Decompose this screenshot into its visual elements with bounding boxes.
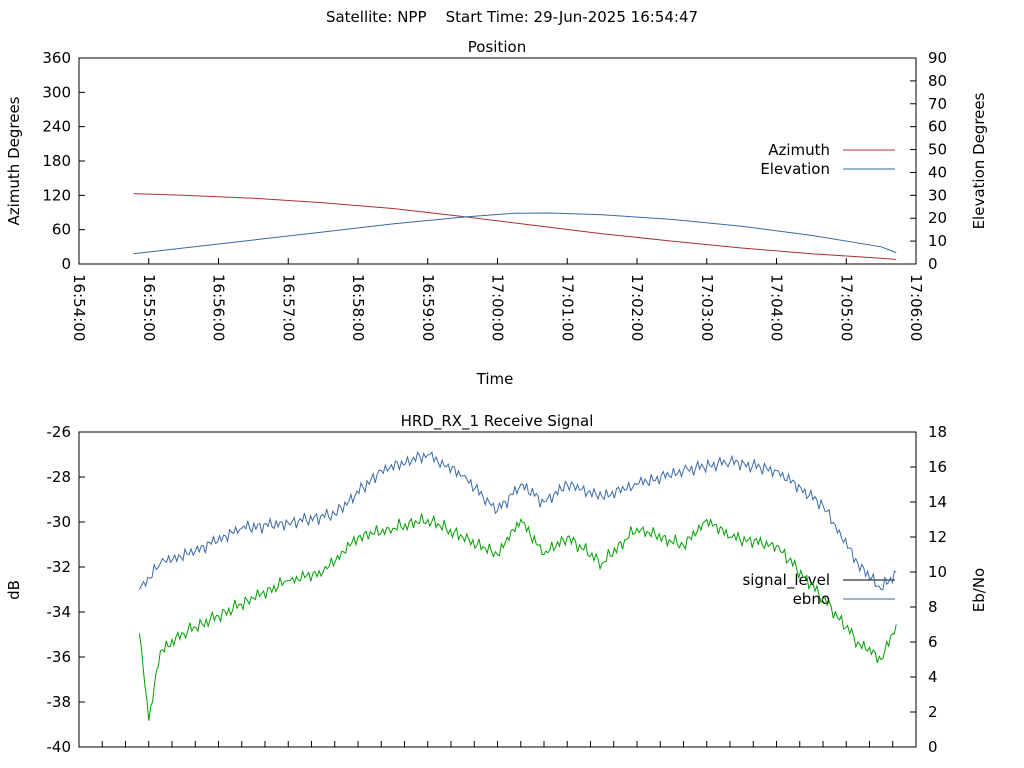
receive-signal-left-tick-label: -34 bbox=[47, 603, 72, 621]
receive-signal-right-tick-label: 8 bbox=[928, 598, 938, 616]
receive-signal-right-tick-label: 12 bbox=[928, 528, 947, 546]
position-left-tick-label: 180 bbox=[42, 152, 71, 170]
position-left-tick-label: 60 bbox=[52, 221, 71, 239]
receive-signal-left-tick-label: -28 bbox=[47, 468, 72, 486]
receive-signal-left-tick-label: -38 bbox=[47, 693, 72, 711]
position-chart: Position 0 60 120 180 240 300 360 0 10 20 30 40 50 60… bbox=[5, 38, 988, 388]
receive-signal-right-tick-label: 10 bbox=[928, 563, 947, 581]
position-x-tick-label: 17:01:00 bbox=[558, 274, 576, 341]
receive-signal-right-tick-label: 2 bbox=[928, 703, 938, 721]
position-x-tick-label: 17:04:00 bbox=[768, 274, 786, 341]
receive-signal-legend-label: ebno bbox=[793, 590, 830, 608]
receive-signal-left-tick-label: -36 bbox=[47, 648, 72, 666]
receive-signal-y-right-label: Eb/No bbox=[970, 568, 988, 612]
position-x-tick-label: 16:54:00 bbox=[70, 274, 88, 341]
position-chart-title: Position bbox=[468, 38, 526, 56]
receive-signal-chart-title: HRD_RX_1 Receive Signal bbox=[401, 412, 594, 431]
receive-signal-right-tick-label: 6 bbox=[928, 633, 938, 651]
position-right-tick-label: 60 bbox=[928, 118, 947, 136]
position-right-tick-label: 40 bbox=[928, 163, 947, 181]
receive-signal-chart: HRD_RX_1 Receive Signal -40 -38 -36 -34 -32 -… bbox=[5, 412, 988, 756]
position-right-tick-label: 80 bbox=[928, 72, 947, 90]
receive-signal-series-ebno-line bbox=[138, 450, 897, 591]
position-x-tick-label: 16:57:00 bbox=[279, 274, 297, 341]
figure-title: Satellite: NPP Start Time: 29-Jun-2025 1… bbox=[326, 8, 698, 26]
position-legend-label: Elevation bbox=[760, 160, 830, 178]
receive-signal-right-tick-label: 4 bbox=[928, 668, 938, 686]
position-x-label: Time bbox=[476, 370, 514, 388]
position-legend-label: Azimuth bbox=[768, 141, 830, 159]
receive-signal-left-tick-label: -30 bbox=[47, 513, 72, 531]
position-right-tick-label: 90 bbox=[928, 49, 947, 67]
position-right-tick-label: 50 bbox=[928, 141, 947, 159]
position-left-tick-label: 300 bbox=[42, 83, 71, 101]
position-x-tick-label: 17:05:00 bbox=[837, 274, 855, 341]
position-x-tick-label: 16:55:00 bbox=[140, 274, 158, 341]
receive-signal-left-tick-label: -32 bbox=[47, 558, 72, 576]
receive-signal-right-tick-label: 0 bbox=[928, 738, 938, 756]
position-right-tick-label: 10 bbox=[928, 232, 947, 250]
position-right-tick-label: 0 bbox=[928, 255, 938, 273]
position-left-tick-label: 120 bbox=[42, 186, 71, 204]
position-right-tick-label: 70 bbox=[928, 95, 947, 113]
position-x-tick-label: 16:58:00 bbox=[349, 274, 367, 341]
position-x-tick-label: 17:06:00 bbox=[907, 274, 925, 341]
receive-signal-right-tick-label: 16 bbox=[928, 458, 947, 476]
position-x-tick-label: 16:56:00 bbox=[210, 274, 228, 341]
receive-signal-y-left-label: dB bbox=[5, 580, 23, 600]
receive-signal-right-tick-label: 18 bbox=[928, 423, 947, 441]
position-right-tick-label: 30 bbox=[928, 186, 947, 204]
position-axes: 0 60 120 180 240 300 360 0 10 20 30 40 50 60 70 80 90 16:… bbox=[42, 49, 947, 341]
receive-signal-series-trace-2-line bbox=[138, 513, 897, 721]
position-y-left-label: Azimuth Degrees bbox=[5, 96, 23, 225]
position-series-elevation-line bbox=[133, 212, 897, 255]
position-left-tick-label: 360 bbox=[42, 49, 71, 67]
position-x-tick-label: 17:02:00 bbox=[628, 274, 646, 341]
position-series-azimuth-line bbox=[133, 193, 897, 260]
receive-signal-axes: -40-38-36-34-32-30-28-26024681012141618s… bbox=[47, 423, 948, 756]
position-right-tick-label: 20 bbox=[928, 209, 947, 227]
position-x-tick-label: 17:00:00 bbox=[489, 274, 507, 341]
position-left-tick-label: 240 bbox=[42, 118, 71, 136]
position-y-right-label: Elevation Degrees bbox=[970, 92, 988, 229]
receive-signal-plot-border bbox=[78, 431, 917, 748]
position-x-tick-label: 16:59:00 bbox=[419, 274, 437, 341]
position-x-tick-label: 17:03:00 bbox=[698, 274, 716, 341]
receive-signal-left-tick-label: -40 bbox=[47, 738, 72, 756]
position-left-tick-label: 0 bbox=[61, 255, 71, 273]
receive-signal-left-tick-label: -26 bbox=[47, 423, 72, 441]
receive-signal-right-tick-label: 14 bbox=[928, 493, 947, 511]
